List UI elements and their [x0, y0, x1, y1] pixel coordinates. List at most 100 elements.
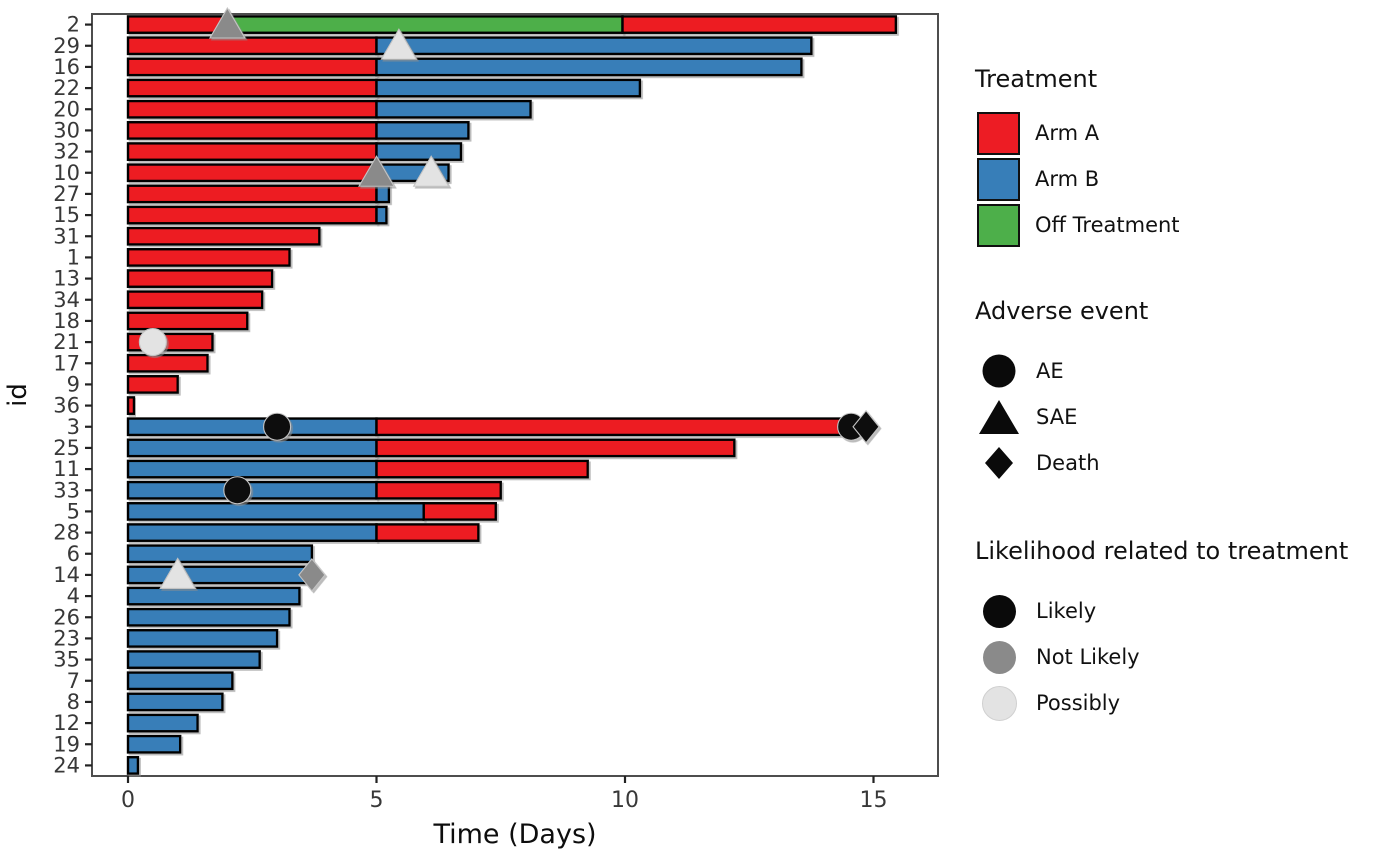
y-tick-label: 19 [53, 732, 80, 756]
x-tick-label: 10 [611, 788, 639, 813]
y-tick-label: 33 [53, 478, 80, 502]
swimmer-bar-segment-id-28 [375, 523, 480, 542]
legend-item-death: Death [968, 440, 1400, 486]
y-tick-label: 22 [53, 76, 80, 100]
legend-group-adverse-event: Adverse event AE SAE Death [968, 296, 1400, 486]
legend-item-label: Arm A [1035, 121, 1100, 145]
legend-item-arm-a: Arm A [968, 110, 1400, 156]
y-tick-label: 21 [53, 330, 80, 354]
swimmer-bar-segment-id-16 [126, 57, 378, 77]
y-axis: 2291622203032102715311133418211793632511… [53, 13, 92, 777]
swimmer-bar-segment-id-22 [126, 78, 378, 98]
triangle-marker-icon [380, 28, 418, 60]
swimmer-bar-segment-id-16 [375, 57, 803, 77]
swimmer-bar-segment-id-2 [228, 15, 624, 34]
y-tick-label: 23 [53, 626, 80, 650]
legend-group-treatment: Treatment Arm A Arm B Off Treatment [968, 64, 1400, 248]
swimmer-bar-segment-id-2 [621, 15, 898, 34]
y-tick-label: 6 [67, 542, 80, 566]
swimmer-bar-segment-id-35 [126, 650, 261, 669]
swimmer-bar-segment-id-33 [126, 480, 378, 500]
not-likely-dot-icon [977, 640, 1021, 674]
swimmer-bar-segment-id-5 [126, 502, 425, 521]
y-tick-label: 9 [67, 372, 80, 396]
y-tick-label: 28 [53, 521, 80, 545]
y-tick-label: 26 [53, 605, 80, 629]
swimmer-bar-segment-id-9 [126, 375, 179, 394]
swimmer-bar-segment-id-10 [126, 163, 378, 183]
swimmer-bar-segment-id-29 [375, 36, 813, 56]
circle-marker-icon [263, 412, 292, 441]
legend-item-label: Possibly [1036, 691, 1121, 715]
y-tick-label: 12 [53, 711, 80, 735]
y-tick-label: 8 [67, 690, 80, 714]
swimmer-bar-segment-id-19 [126, 734, 182, 754]
y-tick-label: 15 [53, 203, 80, 227]
triangle-marker-icon [412, 155, 450, 187]
y-tick-label: 4 [67, 584, 80, 608]
swimmer-bar-segment-id-23 [126, 629, 279, 648]
swimmer-bar-segment-id-6 [126, 544, 314, 564]
legend-item-label: Off Treatment [1035, 213, 1180, 237]
y-tick-label: 11 [53, 457, 80, 481]
legend-item-off-treatment: Off Treatment [968, 202, 1400, 248]
swimmer-bar-segment-id-13 [126, 269, 274, 288]
y-tick-label: 3 [67, 415, 80, 439]
y-tick-label: 14 [53, 563, 80, 587]
y-tick-label: 16 [53, 55, 80, 79]
triangle-marker-icon [208, 6, 246, 39]
swimmer-bar-segment-id-4 [126, 586, 301, 606]
swimmer-bar-segment-id-25 [375, 438, 736, 458]
swimmer-bar-segment-id-31 [126, 226, 321, 246]
swimmer-bar-segment-id-12 [126, 713, 199, 733]
swimmer-bar-segment-id-33 [375, 480, 502, 500]
legend-item-arm-b: Arm B [968, 156, 1400, 202]
legend-item-likely: Likely [968, 588, 1400, 634]
y-axis-title: id [3, 383, 33, 407]
y-tick-label: 17 [53, 351, 80, 375]
legend-item-sae: SAE [968, 394, 1400, 440]
swimmer-bar-segment-id-34 [126, 290, 264, 310]
swimmer-bar-segment-id-27 [126, 184, 378, 204]
y-tick-label: 24 [53, 753, 80, 777]
markers-layer [138, 6, 880, 592]
swimmer-bar-segment-id-30 [126, 121, 378, 140]
legend-item-label: Arm B [1035, 167, 1100, 191]
sae-triangle-icon [977, 398, 1021, 436]
swimmer-bar-segment-id-22 [375, 78, 642, 98]
arm-a-swatch-icon [977, 111, 1020, 155]
swimmer-bar-segment-id-27 [375, 184, 391, 204]
y-tick-label: 36 [53, 394, 80, 418]
legend-item-ae: AE [968, 348, 1400, 394]
x-tick-label: 5 [370, 788, 384, 813]
arm-b-swatch-icon [977, 157, 1020, 201]
swimmer-bar-segment-id-30 [375, 121, 470, 140]
legend-item-label: Death [1036, 451, 1100, 475]
legend-item-not-likely: Not Likely [968, 634, 1400, 680]
swimmer-bar-segment-id-15 [126, 205, 378, 225]
swimmer-bar-segment-id-5 [422, 502, 497, 521]
death-diamond-icon [977, 444, 1021, 482]
swimmer-chart: 2291622203032102715311133418211793632511… [3, 6, 939, 850]
swimmer-bar-segment-id-15 [375, 205, 388, 225]
y-tick-label: 20 [53, 97, 80, 121]
y-tick-label: 29 [53, 34, 80, 58]
x-tick-label: 0 [121, 788, 135, 813]
y-tick-label: 32 [53, 140, 80, 164]
y-tick-label: 30 [53, 118, 80, 142]
y-tick-label: 35 [53, 648, 80, 672]
y-tick-label: 31 [53, 224, 80, 248]
swimmer-bar-segment-id-11 [126, 459, 378, 479]
swimmer-bar-segment-id-28 [126, 523, 378, 542]
swimmer-bar-segment-id-7 [126, 671, 234, 691]
triangle-marker-icon [159, 557, 197, 589]
y-tick-label: 7 [67, 669, 80, 693]
legend-treatment-title: Treatment [975, 65, 1098, 93]
swimmer-bar-segment-id-24 [126, 756, 140, 775]
swimmer-bar-segment-id-17 [126, 353, 209, 373]
swimmer-bar-segment-id-26 [126, 607, 291, 627]
swimmer-bar-segment-id-29 [126, 36, 378, 56]
legend-group-likelihood: Likelihood related to treatment Likely N… [968, 536, 1400, 726]
possibly-dot-icon [977, 685, 1021, 721]
